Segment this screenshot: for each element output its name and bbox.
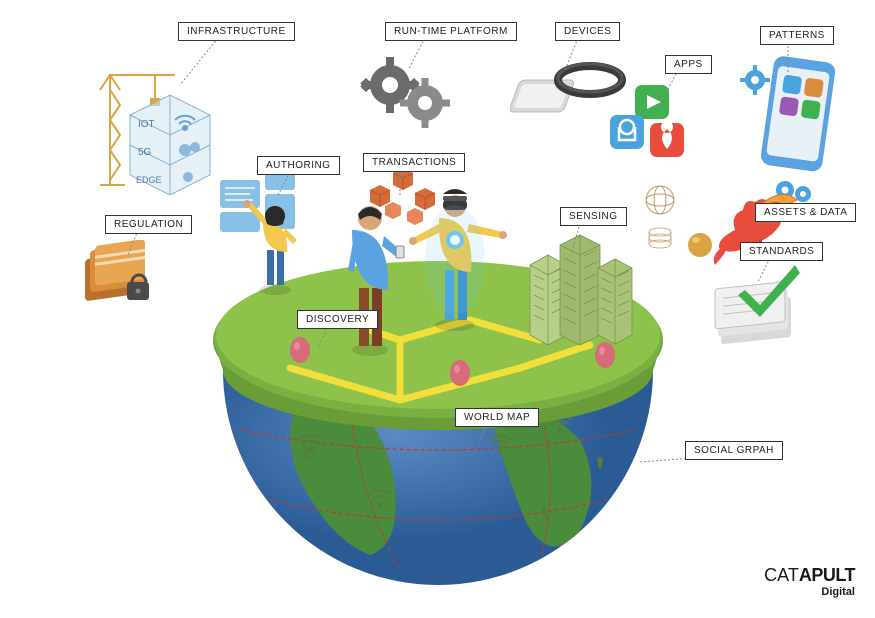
leader-lines bbox=[0, 0, 875, 618]
label-infrastructure: INFRASTRUCTURE bbox=[178, 22, 295, 41]
label-transactions: TRANSACTIONS bbox=[363, 153, 465, 172]
brand-logo: CATAPULT Digital bbox=[764, 565, 855, 598]
label-worldmap: WORLD MAP bbox=[455, 408, 539, 427]
label-authoring: AUTHORING bbox=[257, 156, 340, 175]
label-patterns: PATTERNS bbox=[760, 26, 834, 45]
label-devices: DEVICES bbox=[555, 22, 620, 41]
label-apps: APPS bbox=[665, 55, 712, 74]
label-assets: ASSETS & DATA bbox=[755, 203, 856, 222]
label-discovery: DISCOVERY bbox=[297, 310, 378, 329]
label-standards: STANDARDS bbox=[740, 242, 823, 261]
label-runtime: RUN-TIME PLATFORM bbox=[385, 22, 517, 41]
logo-suffix: APULT bbox=[799, 565, 855, 585]
label-socialgraph: SOCIAL GRPAH bbox=[685, 441, 783, 460]
label-regulation: REGULATION bbox=[105, 215, 192, 234]
logo-subline: Digital bbox=[764, 586, 855, 598]
label-sensing: SENSING bbox=[560, 207, 627, 226]
logo-prefix: CAT bbox=[764, 565, 799, 585]
